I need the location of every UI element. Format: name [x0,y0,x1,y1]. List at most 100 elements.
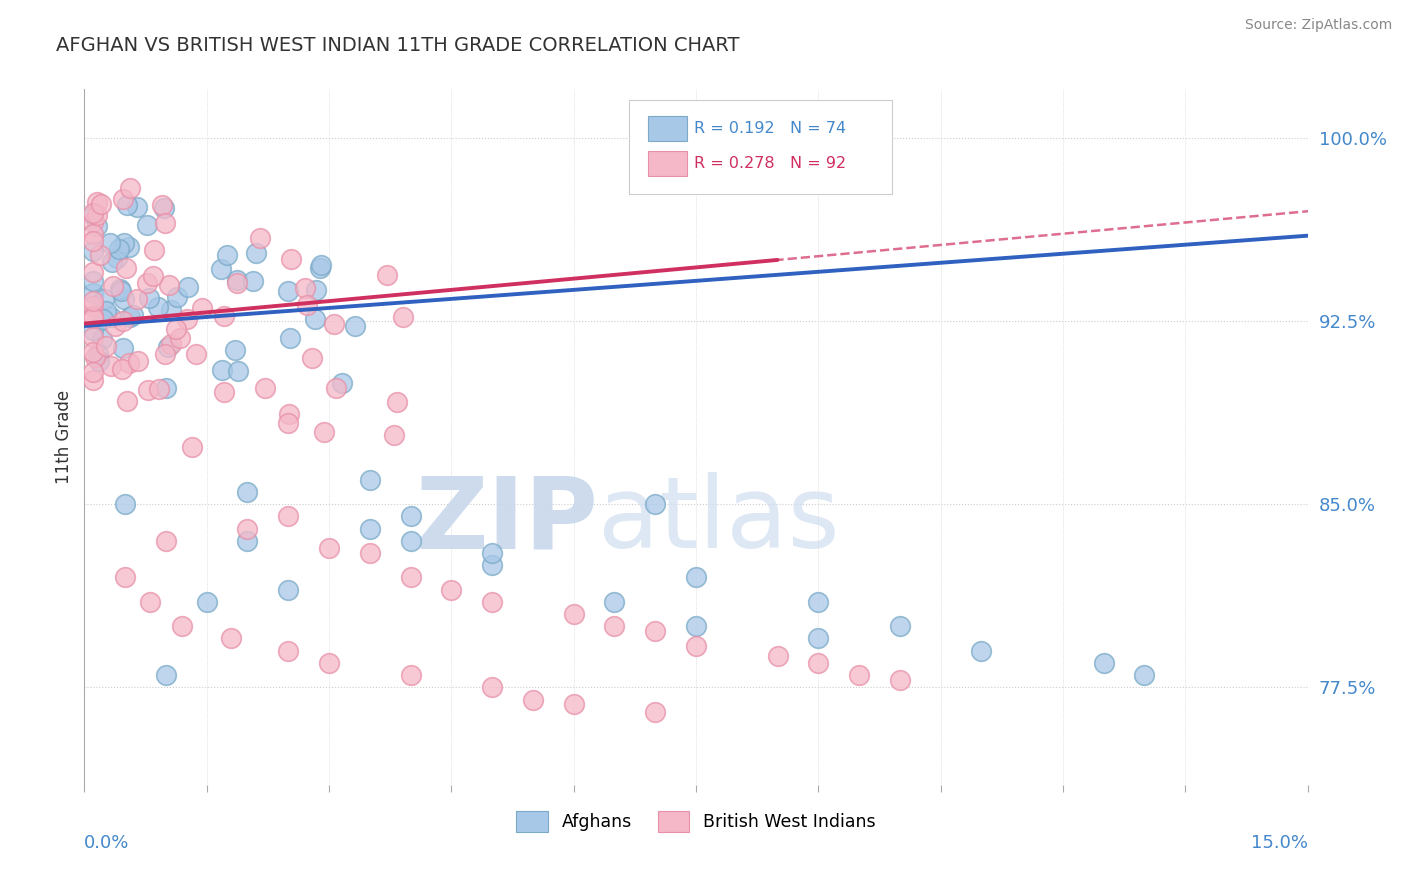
Point [304,283,326,297]
Point [481,546,503,560]
Point [330,376,353,391]
Point [226,273,249,287]
Text: ZIP: ZIP [415,472,598,569]
Point [122,308,145,322]
Point [100,359,122,374]
Point [280,252,302,266]
Point [120,181,142,195]
Point [117,240,139,254]
Point [481,595,503,609]
Point [84,350,107,364]
Text: 0.0%: 0.0% [84,834,129,852]
Point [481,681,503,695]
Point [118,310,141,325]
Point [153,347,176,361]
Point [82,323,104,337]
Point [110,282,132,296]
Point [112,293,135,307]
Text: R = 0.278   N = 92: R = 0.278 N = 92 [693,156,845,171]
Point [219,632,242,646]
Point [142,268,165,283]
Point [136,218,159,232]
Point [385,395,408,409]
Point [889,673,911,687]
Point [82,330,104,344]
Point [111,341,134,355]
Point [359,522,381,536]
Point [644,497,666,511]
Point [1133,668,1156,682]
Point [277,582,299,597]
Point [603,595,626,609]
Point [249,231,271,245]
Point [155,668,177,682]
Point [135,277,157,291]
Point [318,656,340,670]
Point [644,624,666,639]
FancyBboxPatch shape [628,100,891,194]
Point [98,236,121,251]
Point [359,473,381,487]
Point [86,195,108,210]
Point [184,347,207,361]
Point [562,698,585,712]
Point [117,394,139,409]
Point [82,244,104,258]
Point [125,200,148,214]
Point [295,298,318,312]
Point [94,304,117,318]
Point [440,582,463,597]
Point [215,248,238,262]
Point [318,541,340,556]
Point [91,332,114,346]
Point [277,643,299,657]
Point [93,292,115,306]
Point [177,280,200,294]
Point [277,407,299,421]
Point [114,497,136,511]
Point [209,261,232,276]
Point [399,668,422,682]
Y-axis label: 11th Grade: 11th Grade [55,390,73,484]
Point [211,362,233,376]
Point [277,509,299,524]
Point [159,337,181,351]
Point [212,385,235,400]
Point [91,311,114,326]
Text: Source: ZipAtlas.com: Source: ZipAtlas.com [1244,18,1392,32]
Point [889,619,911,633]
Point [322,318,344,332]
Point [86,208,108,222]
Point [138,595,160,609]
Point [82,208,104,222]
Point [111,192,134,206]
FancyBboxPatch shape [648,151,688,177]
Point [146,300,169,314]
Point [382,428,405,442]
Point [1092,656,1115,670]
Point [685,619,707,633]
Point [150,198,173,212]
Point [87,347,110,361]
Point [343,319,366,334]
Point [481,558,503,573]
Point [100,254,122,268]
Point [304,311,326,326]
Point [359,546,381,560]
Point [166,290,188,304]
Point [245,246,267,260]
Point [212,309,235,323]
Point [82,274,104,288]
Point [807,595,830,609]
Point [118,356,141,370]
Point [176,312,198,326]
Point [82,310,104,325]
Point [254,381,277,395]
Point [96,339,118,353]
Point [82,265,104,279]
Point [399,533,422,548]
Point [115,260,138,275]
Point [226,364,249,378]
Point [143,243,166,257]
Point [399,570,422,584]
